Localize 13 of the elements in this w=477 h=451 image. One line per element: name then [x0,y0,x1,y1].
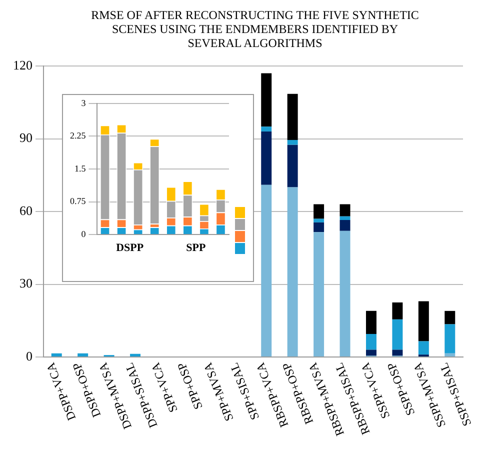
annotation: DSPP [116,242,144,254]
y-tick-label: 1.5 [74,163,86,174]
y-tick-label: 90 [20,130,32,146]
y-tick-label: 0.75 [70,196,86,206]
y-tick-label: 60 [20,202,32,218]
y-tick-label: 30 [20,276,32,291]
annotation: SPP [186,242,206,254]
y-tick-label: 120 [13,57,32,72]
chart-title: RMSE OF AFTER RECONSTRUCTING THE FIVE SYNTHETIC SCENES USING THE ENDMEMBERS IDENTIFIED BY SEVERAL ALGORITHMS [90,8,420,50]
y-tick-label: 0 [81,228,86,239]
y-tick-label: 0 [26,348,32,364]
y-tick-label: 3 [81,98,86,108]
y-tick-label: 2.25 [70,130,86,141]
